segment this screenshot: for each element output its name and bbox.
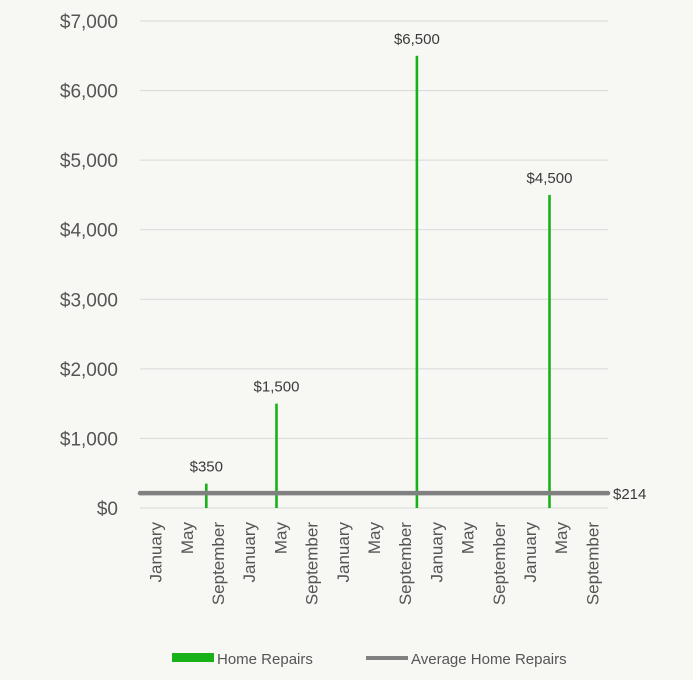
- x-tick-label: September: [396, 522, 415, 605]
- bar: [205, 483, 208, 508]
- x-tick-label: September: [490, 522, 509, 605]
- x-tick-label: September: [209, 522, 228, 605]
- bar: [415, 55, 419, 509]
- data-label: $4,500: [527, 170, 573, 187]
- average-line-label: $214: [613, 486, 646, 503]
- y-tick-label: $5,000: [60, 151, 118, 172]
- x-tick-label: January: [427, 522, 446, 583]
- y-axis-tick-labels: $0 $1,000 $2,000 $3,000 $4,000 $5,000 $6,000 $7…: [60, 12, 118, 520]
- bar: [548, 194, 551, 508]
- x-tick-label: January: [240, 522, 259, 583]
- y-tick-label: $7,000: [60, 12, 118, 33]
- legend: Home Repairs Average Home Repairs: [172, 651, 567, 668]
- x-tick-label: May: [459, 522, 478, 555]
- x-tick-label: September: [583, 522, 602, 605]
- y-tick-label: $3,000: [60, 290, 118, 311]
- x-tick-label: May: [552, 522, 571, 555]
- x-tick-label: May: [365, 522, 384, 555]
- data-label: $350: [190, 459, 223, 476]
- y-tick-label: $2,000: [60, 360, 118, 381]
- x-tick-label: January: [147, 522, 166, 583]
- y-tick-label: $0: [97, 499, 118, 520]
- data-labels: $350 $1,500 $6,500 $4,500 $214: [190, 31, 647, 503]
- x-tick-label: January: [521, 522, 540, 583]
- bars: [205, 55, 551, 509]
- data-label: $6,500: [394, 31, 440, 48]
- y-tick-label: $4,000: [60, 221, 118, 242]
- legend-swatch-home-repairs: [172, 653, 214, 662]
- x-tick-label: May: [178, 522, 197, 555]
- legend-label-average: Average Home Repairs: [411, 651, 567, 668]
- y-tick-label: $6,000: [60, 82, 118, 103]
- x-tick-label: January: [334, 522, 353, 583]
- x-tick-label: May: [271, 522, 290, 555]
- data-label: $1,500: [254, 379, 300, 396]
- bar: [275, 403, 278, 508]
- legend-label-home-repairs: Home Repairs: [217, 651, 313, 668]
- x-tick-label: September: [303, 522, 322, 605]
- gridlines: [140, 20, 608, 509]
- y-tick-label: $1,000: [60, 429, 118, 450]
- x-axis-tick-labels: January May September January May September Ja…: [147, 522, 603, 606]
